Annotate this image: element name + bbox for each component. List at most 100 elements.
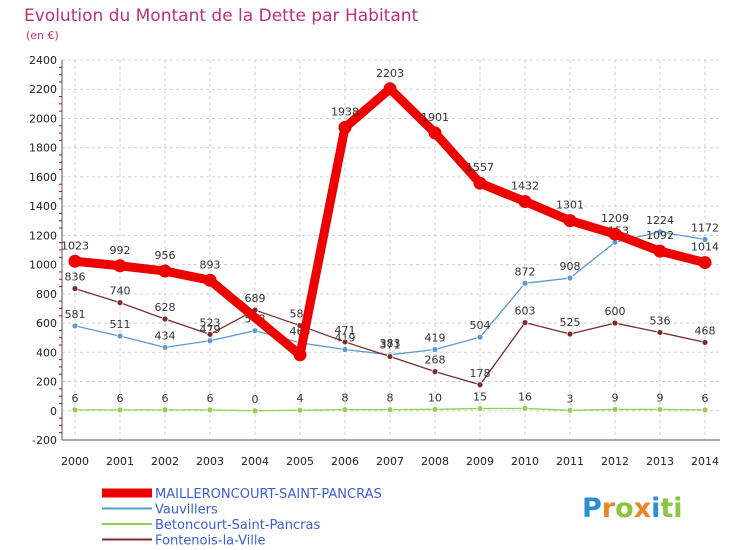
data-label: 383 bbox=[380, 337, 401, 350]
data-point bbox=[476, 333, 484, 341]
data-point bbox=[341, 346, 349, 353]
data-label: 1172 bbox=[691, 221, 719, 234]
data-point bbox=[383, 82, 397, 96]
plot-area: -200 0 200 400 600 800 1000 1200 1400 1600 1800 200… bbox=[29, 54, 720, 468]
data-point bbox=[341, 338, 349, 346]
data-label: 836 bbox=[65, 271, 86, 284]
data-point bbox=[206, 330, 214, 338]
logo-letter: t bbox=[660, 493, 673, 524]
data-point bbox=[656, 329, 664, 336]
data-label: 8 bbox=[387, 392, 394, 405]
data-point bbox=[116, 332, 124, 340]
x-tick-label: 2007 bbox=[376, 455, 404, 468]
y-tick-label: 1400 bbox=[29, 200, 57, 213]
data-label: 2203 bbox=[376, 67, 404, 80]
data-point bbox=[386, 353, 394, 360]
data-label: 9 bbox=[657, 391, 664, 404]
y-tick-label: 2400 bbox=[29, 54, 57, 67]
data-label: 371 bbox=[380, 339, 401, 352]
data-label: 10 bbox=[428, 391, 442, 404]
x-tick-label: 2011 bbox=[556, 455, 584, 468]
data-point bbox=[296, 406, 304, 414]
data-label: 628 bbox=[155, 301, 176, 314]
data-point bbox=[698, 256, 712, 270]
data-point bbox=[341, 406, 349, 414]
data-label: 178 bbox=[470, 367, 491, 380]
data-point bbox=[518, 194, 532, 208]
data-point bbox=[71, 406, 79, 414]
data-label: 1301 bbox=[556, 199, 584, 212]
data-point bbox=[563, 214, 577, 228]
y-tick-label: 0 bbox=[50, 405, 57, 418]
data-point bbox=[521, 279, 529, 287]
data-point bbox=[71, 322, 79, 330]
data-label: 872 bbox=[515, 265, 536, 278]
data-point bbox=[611, 319, 619, 327]
y-tick-label: 800 bbox=[36, 288, 57, 301]
data-point bbox=[476, 405, 484, 412]
x-tick-label: 2008 bbox=[421, 455, 449, 468]
y-tick-label: 2200 bbox=[29, 83, 57, 96]
data-label: 1432 bbox=[511, 179, 539, 192]
data-point bbox=[251, 327, 259, 335]
data-point bbox=[521, 405, 529, 412]
data-point bbox=[116, 406, 124, 414]
y-tick-label: -200 bbox=[32, 434, 57, 447]
data-label: 581 bbox=[65, 308, 86, 321]
x-tick-label: 2006 bbox=[331, 455, 359, 468]
data-point bbox=[608, 227, 622, 241]
y-tick-label: 1600 bbox=[29, 171, 57, 184]
data-point bbox=[203, 273, 217, 287]
data-point bbox=[521, 319, 529, 327]
chart-title: Evolution du Montant de la Dette par Hab… bbox=[24, 6, 419, 26]
data-label: 4 bbox=[297, 392, 304, 405]
data-point bbox=[656, 228, 664, 236]
data-point bbox=[161, 315, 169, 323]
y-tick-label: 400 bbox=[36, 346, 57, 359]
data-point bbox=[476, 381, 484, 389]
data-label: 511 bbox=[110, 318, 131, 331]
data-point bbox=[566, 274, 574, 282]
y-tick-label: 1800 bbox=[29, 142, 57, 155]
data-label: 6 bbox=[162, 392, 169, 405]
data-point bbox=[431, 346, 439, 353]
logo-letter: r bbox=[602, 493, 616, 524]
data-point bbox=[113, 259, 127, 273]
data-point bbox=[473, 176, 487, 190]
data-point bbox=[206, 406, 214, 414]
data-label: 740 bbox=[110, 285, 131, 298]
x-tick-label: 2012 bbox=[601, 455, 629, 468]
data-label: 600 bbox=[605, 305, 626, 318]
data-point bbox=[161, 343, 169, 351]
x-tick-label: 2004 bbox=[241, 455, 269, 468]
logo-letter: i bbox=[673, 493, 682, 524]
legend-label-0: MAILLERONCOURT-SAINT-PANCRAS bbox=[155, 487, 382, 502]
data-point bbox=[611, 406, 619, 413]
data-point bbox=[653, 244, 667, 258]
data-label: 1023 bbox=[61, 239, 89, 252]
data-label: 468 bbox=[695, 324, 716, 337]
y-tick-label: 600 bbox=[36, 317, 57, 330]
y-tick-label: 1000 bbox=[29, 259, 57, 272]
legend: MAILLERONCOURT-SAINT-PANCRASVauvillersBe… bbox=[102, 487, 382, 549]
data-label: 504 bbox=[470, 319, 491, 332]
legend-label-2: Betoncourt-Saint-Pancras bbox=[155, 518, 320, 533]
data-label: 1209 bbox=[601, 212, 629, 225]
data-label: 8 bbox=[342, 392, 349, 405]
data-label: 1901 bbox=[421, 111, 449, 124]
data-label: 16 bbox=[518, 390, 532, 403]
data-point bbox=[701, 236, 709, 243]
data-point bbox=[701, 406, 709, 414]
data-point bbox=[431, 368, 439, 376]
x-tick-label: 2010 bbox=[511, 455, 539, 468]
data-point bbox=[386, 406, 394, 414]
data-label: 603 bbox=[515, 305, 536, 318]
data-label: 6 bbox=[702, 392, 709, 405]
data-label: 3 bbox=[567, 392, 574, 405]
x-tick-label: 2002 bbox=[151, 455, 179, 468]
data-point bbox=[701, 338, 709, 346]
data-label: 419 bbox=[425, 332, 446, 345]
data-point bbox=[116, 299, 124, 307]
logo-letter: o bbox=[615, 493, 634, 524]
